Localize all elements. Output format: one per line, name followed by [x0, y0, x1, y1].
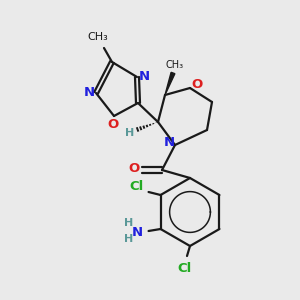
Text: O: O [128, 163, 140, 176]
Text: Cl: Cl [129, 181, 144, 194]
Text: H: H [124, 218, 133, 228]
Text: H: H [125, 128, 135, 138]
Text: N: N [132, 226, 143, 238]
Text: N: N [83, 86, 94, 100]
Text: H: H [124, 234, 133, 244]
Polygon shape [165, 72, 175, 95]
Text: Cl: Cl [178, 262, 192, 275]
Text: CH₃: CH₃ [166, 60, 184, 70]
Text: O: O [107, 118, 118, 130]
Text: N: N [138, 70, 150, 83]
Text: CH₃: CH₃ [88, 32, 108, 42]
Text: N: N [164, 136, 175, 149]
Text: O: O [191, 79, 203, 92]
